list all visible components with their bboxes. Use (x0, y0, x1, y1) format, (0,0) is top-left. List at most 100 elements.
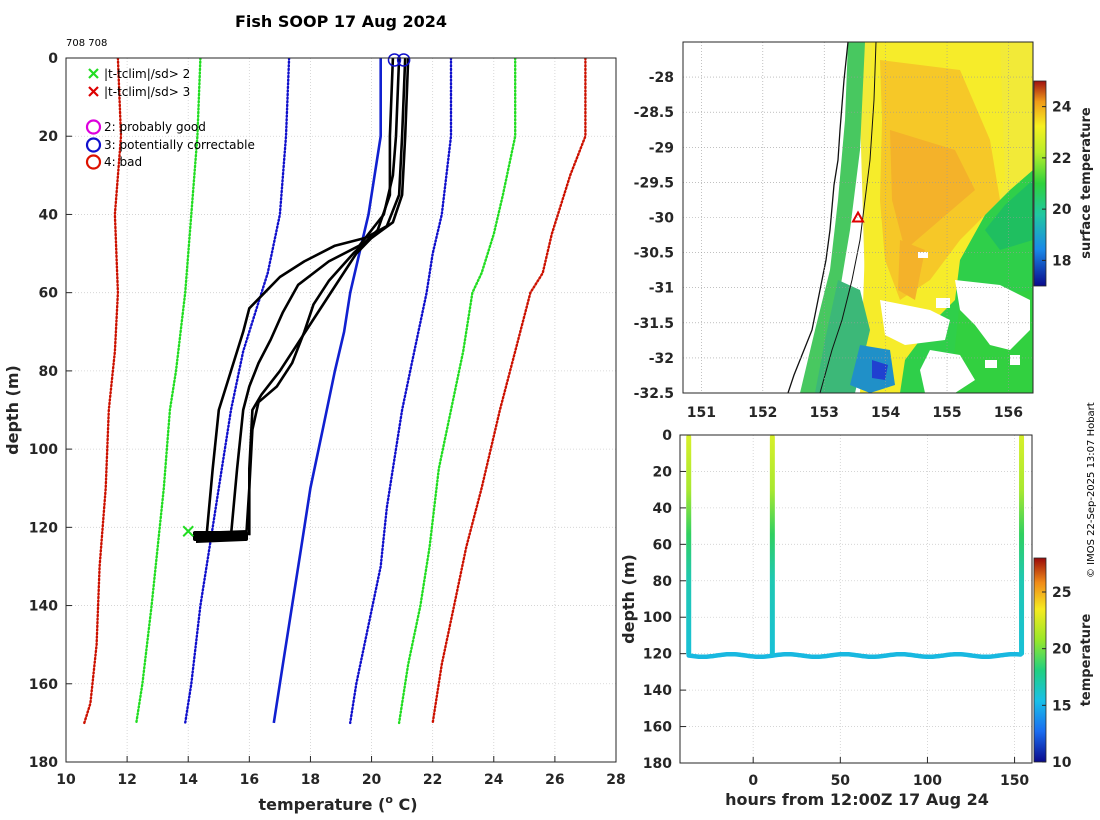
y-tick-label: 100 (29, 442, 58, 458)
temperature-colorbar-ticks: 10 15 20 25 (1042, 585, 1072, 771)
map-y-tick-label: -30 (649, 211, 675, 227)
x-tick-label: 18 (301, 772, 320, 788)
y-tick-label: 120 (29, 520, 58, 536)
dt-y-tick-label: 120 (643, 647, 672, 663)
map-y-ticks: -28 -28.5 -29 -29.5 -30 -30.5 -31 -31.5 -32 -32.5 (634, 70, 675, 402)
x-tick-label: 14 (178, 772, 198, 788)
x-tick-label: 26 (545, 772, 564, 788)
map-x-tick-label: 154 (871, 405, 900, 421)
legend-entry-bad: 4: bad (85, 154, 142, 170)
depth-time-x-label: hours from 12:00Z 17 Aug 24 (725, 790, 989, 809)
series-profile-4 (245, 58, 395, 536)
map-x-tick-label: 155 (932, 405, 961, 421)
depth-time-series (686, 435, 1025, 660)
surface-colorbar-ticks: 18 20 22 24 (1042, 100, 1072, 269)
temperature-colorbar-label: temperature (1079, 614, 1094, 707)
dt-y-tick-label: 40 (653, 501, 673, 517)
tow-segment-mark (192, 530, 248, 543)
svg-text:|t-tclim|/sd> 2: |t-tclim|/sd> 2 (104, 67, 190, 81)
depth-time-x-ticks: 0 50 100 150 (748, 757, 1029, 789)
colorbar-tick-label: 18 (1052, 253, 1071, 269)
series-clim-1sd (349, 58, 453, 725)
legend-entry-probably-good: 2: probably good (85, 119, 206, 135)
map-x-tick-label: 153 (810, 405, 839, 421)
cast-profile (1019, 435, 1025, 656)
depth-time-y-label: depth (m) (619, 554, 638, 644)
main-series (83, 58, 587, 725)
temperature-colorbar (1033, 557, 1047, 763)
x-tick-label: 16 (240, 772, 259, 788)
legend-entry-potentially-correctable: 3: potentially correctable (85, 137, 255, 153)
surface-temp-colorbar (1033, 80, 1047, 287)
y-tick-label: 40 (39, 207, 59, 223)
colorbar-tick-label: 20 (1052, 642, 1072, 658)
x-tick-label: 12 (117, 772, 136, 788)
dt-y-tick-label: 60 (653, 537, 673, 553)
main-y-ticks: 0 20 40 60 80 100 120 140 160 180 (29, 51, 72, 771)
y-tick-label: 0 (48, 51, 58, 67)
imos-credit: © IMOS 22-Sep-2025 13:07 Hobart (1086, 402, 1097, 578)
depth-time-plot: 0 50 100 150 0 20 40 60 80 100 120 140 160 180 hours… (619, 428, 1094, 809)
dt-y-tick-label: 0 (662, 428, 672, 444)
dt-y-tick-label: 160 (643, 720, 672, 736)
colorbar-tick-label: 20 (1052, 202, 1072, 218)
tow-trace (686, 651, 1023, 660)
colorbar-tick-label: 22 (1052, 151, 1071, 167)
map-y-tick-label: -28 (649, 70, 674, 86)
dt-y-tick-label: 100 (643, 610, 672, 626)
map-y-tick-label: -32.5 (634, 386, 674, 402)
depth-time-y-ticks: 0 20 40 60 80 100 120 140 160 180 (643, 428, 686, 772)
map-y-tick-label: -31 (649, 281, 674, 297)
legend-entry-red-x: |t-tclim|/sd> 3 (88, 85, 190, 99)
series-clim-2sd (397, 58, 517, 725)
dt-y-tick-label: 80 (653, 574, 673, 590)
cast-profile (769, 435, 775, 656)
colorbar-tick-label: 10 (1052, 755, 1072, 771)
y-tick-label: 60 (39, 286, 59, 302)
figure-title: Fish SOOP 17 Aug 2024 (235, 12, 447, 31)
cast-profile (686, 435, 692, 656)
surface-colorbar-label: surface temperature (1079, 107, 1094, 259)
colorbar-tick-label: 25 (1052, 585, 1071, 601)
flag-circle-potentially-correctable (387, 53, 402, 67)
svg-text:4: bad: 4: bad (104, 155, 142, 169)
series-clim-mean (272, 58, 382, 724)
dt-y-tick-label: 20 (653, 464, 673, 480)
map-x-tick-label: 151 (687, 405, 716, 421)
map-x-tick-label: 156 (994, 405, 1023, 421)
series-clim-2sd (135, 58, 202, 725)
svg-text:2: probably good: 2: probably good (104, 120, 206, 134)
x-tick-label: 28 (606, 772, 625, 788)
main-y-label: depth (m) (3, 365, 22, 455)
map-x-ticks: 151 152 153 154 155 156 (687, 405, 1023, 421)
dt-x-tick-label: 100 (913, 773, 942, 789)
series-profile-3 (248, 58, 410, 536)
temperature-depth-plot: 10 12 14 16 18 20 22 24 26 28 0 20 40 60 80 100 120 140 1… (3, 51, 626, 814)
flag-x-green (182, 525, 194, 537)
svg-text:|t-tclim|/sd> 3: |t-tclim|/sd> 3 (104, 85, 190, 99)
map-y-tick-label: -32 (649, 351, 674, 367)
y-tick-label: 160 (29, 677, 58, 693)
series-clim-3sd (431, 58, 587, 725)
map-y-tick-label: -30.5 (634, 246, 674, 262)
flag-markers (182, 53, 411, 537)
svg-text:3: potentially correctable: 3: potentially correctable (104, 138, 255, 152)
x-tick-label: 24 (484, 772, 504, 788)
sst-map: 151 152 153 154 155 156 -28 -28.5 -29 -29.5 -30 -3… (634, 41, 1094, 421)
map-y-tick-label: -31.5 (634, 316, 674, 332)
map-y-tick-label: -29 (649, 140, 674, 156)
x-tick-label: 10 (56, 772, 76, 788)
y-tick-label: 20 (39, 129, 59, 145)
colorbar-tick-label: 15 (1052, 698, 1071, 714)
y-tick-label: 180 (29, 755, 58, 771)
series-profile-1 (205, 58, 407, 536)
dt-x-tick-label: 50 (831, 773, 851, 789)
dt-x-tick-label: 150 (1000, 773, 1029, 789)
map-x-tick-label: 152 (748, 405, 777, 421)
series-clim-1sd (184, 58, 291, 725)
legend-entry-green-x: |t-tclim|/sd> 2 (88, 67, 190, 81)
ship-position-marker (851, 210, 865, 223)
x-tick-label: 22 (423, 772, 442, 788)
dt-y-tick-label: 180 (643, 756, 672, 772)
